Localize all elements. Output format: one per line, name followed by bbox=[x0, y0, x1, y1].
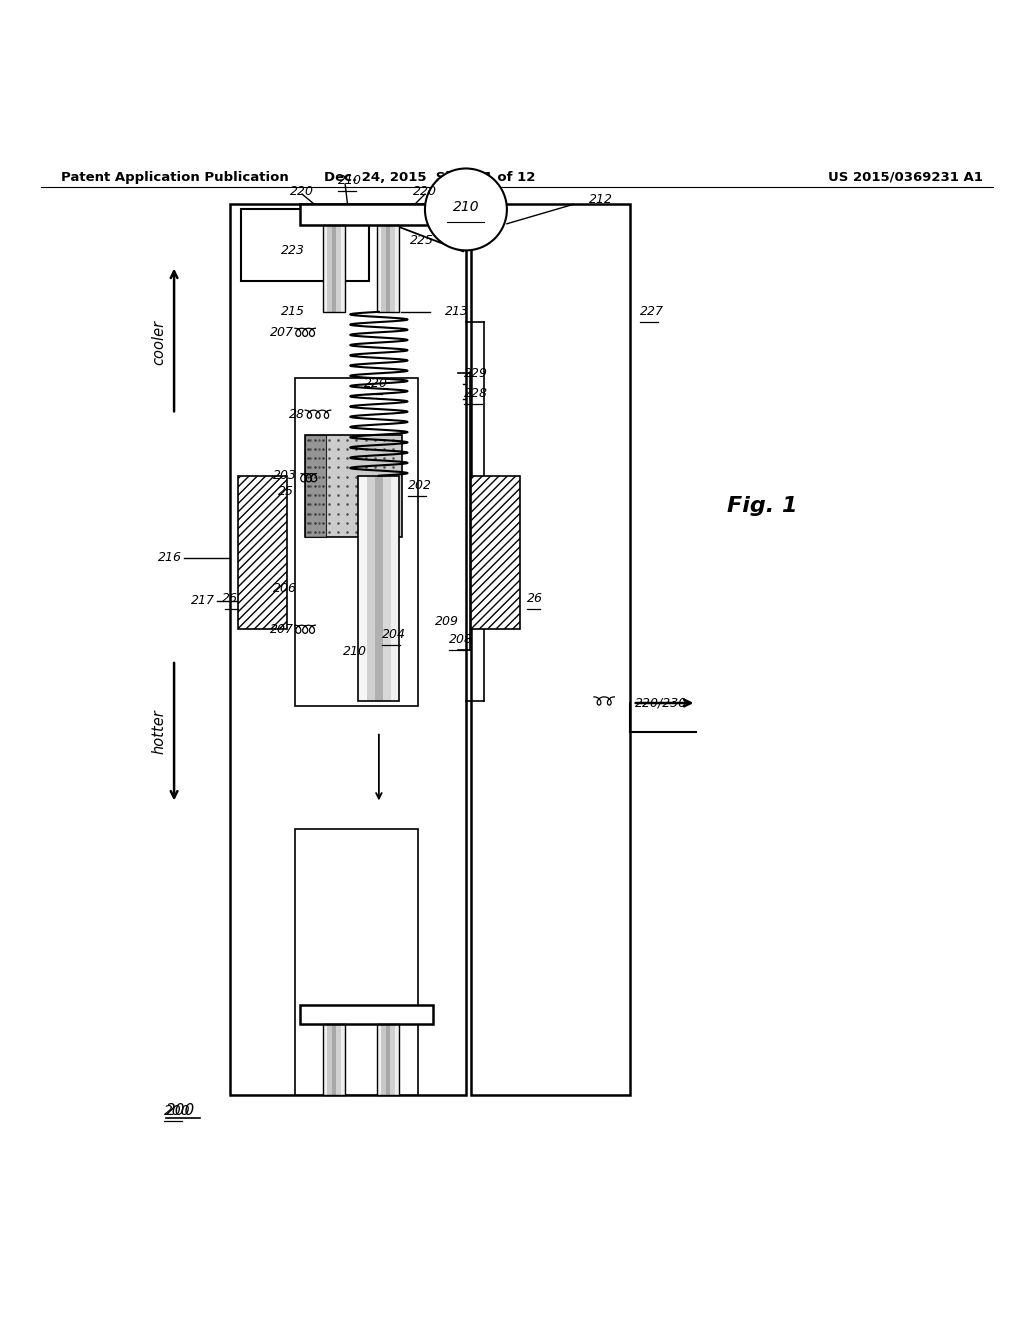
Text: 215: 215 bbox=[282, 305, 305, 318]
FancyBboxPatch shape bbox=[390, 1023, 395, 1096]
FancyBboxPatch shape bbox=[305, 434, 402, 537]
FancyBboxPatch shape bbox=[471, 475, 520, 630]
FancyBboxPatch shape bbox=[336, 1023, 341, 1096]
FancyBboxPatch shape bbox=[395, 224, 399, 312]
FancyBboxPatch shape bbox=[230, 205, 466, 1096]
FancyBboxPatch shape bbox=[305, 434, 326, 537]
FancyBboxPatch shape bbox=[390, 224, 395, 312]
FancyBboxPatch shape bbox=[358, 475, 367, 701]
Text: 220/230: 220/230 bbox=[635, 697, 687, 710]
FancyBboxPatch shape bbox=[295, 379, 418, 706]
FancyBboxPatch shape bbox=[238, 475, 287, 630]
FancyBboxPatch shape bbox=[300, 1005, 433, 1023]
FancyBboxPatch shape bbox=[383, 475, 391, 701]
Text: 225: 225 bbox=[410, 234, 433, 247]
Text: 203: 203 bbox=[273, 469, 297, 482]
FancyBboxPatch shape bbox=[381, 224, 386, 312]
Text: US 2015/0369231 A1: US 2015/0369231 A1 bbox=[828, 170, 983, 183]
Text: 229: 229 bbox=[464, 367, 487, 380]
Text: 25: 25 bbox=[278, 484, 294, 498]
Text: 209: 209 bbox=[435, 615, 459, 627]
Text: 206: 206 bbox=[273, 582, 297, 595]
Text: 210: 210 bbox=[338, 174, 361, 187]
Text: 208: 208 bbox=[449, 634, 472, 645]
Text: 207: 207 bbox=[270, 623, 294, 636]
Text: 207: 207 bbox=[270, 326, 294, 339]
Text: 228: 228 bbox=[464, 387, 487, 400]
Text: Patent Application Publication: Patent Application Publication bbox=[61, 170, 289, 183]
Text: cooler: cooler bbox=[152, 319, 166, 366]
FancyBboxPatch shape bbox=[341, 1023, 345, 1096]
Text: 216: 216 bbox=[159, 552, 182, 564]
FancyBboxPatch shape bbox=[386, 1023, 390, 1096]
Text: 210: 210 bbox=[343, 645, 367, 659]
Text: hotter: hotter bbox=[152, 709, 166, 754]
Text: Fig. 1: Fig. 1 bbox=[727, 496, 798, 516]
Text: 210: 210 bbox=[453, 201, 479, 214]
FancyBboxPatch shape bbox=[386, 224, 390, 312]
FancyBboxPatch shape bbox=[336, 224, 341, 312]
FancyBboxPatch shape bbox=[327, 224, 332, 312]
FancyBboxPatch shape bbox=[332, 224, 336, 312]
Text: 220: 220 bbox=[290, 185, 314, 198]
Text: 223: 223 bbox=[282, 244, 305, 257]
Text: 26: 26 bbox=[527, 593, 544, 605]
FancyBboxPatch shape bbox=[395, 1023, 399, 1096]
FancyBboxPatch shape bbox=[323, 1023, 327, 1096]
FancyBboxPatch shape bbox=[341, 224, 345, 312]
Circle shape bbox=[425, 169, 507, 251]
Text: 212: 212 bbox=[589, 193, 612, 206]
Text: 213: 213 bbox=[445, 305, 469, 318]
FancyBboxPatch shape bbox=[241, 210, 369, 281]
FancyBboxPatch shape bbox=[377, 224, 381, 312]
Text: 28: 28 bbox=[289, 408, 305, 421]
Text: 217: 217 bbox=[191, 594, 215, 607]
Text: 202: 202 bbox=[408, 479, 431, 492]
FancyBboxPatch shape bbox=[327, 1023, 332, 1096]
FancyBboxPatch shape bbox=[300, 205, 433, 224]
Text: 220: 220 bbox=[364, 378, 387, 389]
Text: 200: 200 bbox=[164, 1104, 190, 1118]
Text: 204: 204 bbox=[382, 628, 406, 642]
Text: 220: 220 bbox=[413, 185, 437, 198]
Text: 200: 200 bbox=[166, 1104, 196, 1118]
FancyBboxPatch shape bbox=[332, 1023, 336, 1096]
FancyBboxPatch shape bbox=[377, 1023, 381, 1096]
Text: 227: 227 bbox=[640, 305, 664, 318]
FancyBboxPatch shape bbox=[295, 829, 418, 1096]
FancyBboxPatch shape bbox=[381, 1023, 386, 1096]
Text: Dec. 24, 2015  Sheet 1 of 12: Dec. 24, 2015 Sheet 1 of 12 bbox=[325, 170, 536, 183]
FancyBboxPatch shape bbox=[323, 224, 327, 312]
FancyBboxPatch shape bbox=[391, 475, 399, 701]
FancyBboxPatch shape bbox=[367, 475, 375, 701]
FancyBboxPatch shape bbox=[471, 205, 630, 1096]
Text: 26: 26 bbox=[221, 593, 238, 605]
FancyBboxPatch shape bbox=[375, 475, 383, 701]
